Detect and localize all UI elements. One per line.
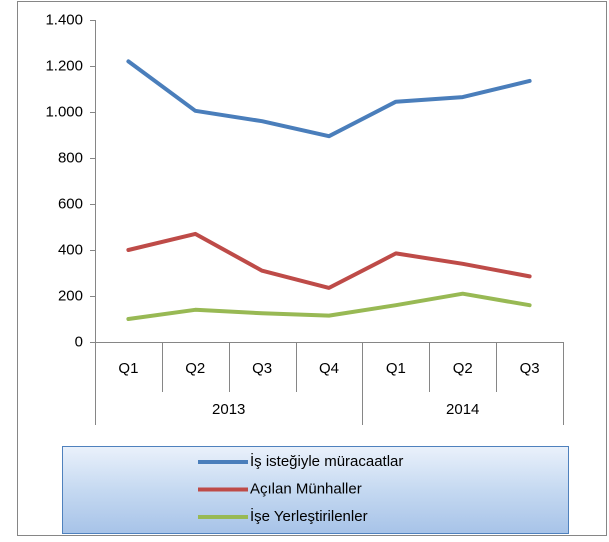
series-line xyxy=(126,231,532,290)
x-tick-label: Q2 xyxy=(185,360,205,377)
y-tick-label: 1.400 xyxy=(45,11,83,28)
series-line xyxy=(126,59,532,139)
legend-label: İşe Yerleştirilenler xyxy=(250,507,368,525)
y-tick-label: 0 xyxy=(75,333,83,350)
y-tick-label: 1.200 xyxy=(45,57,83,74)
group-label: 2014 xyxy=(446,401,479,418)
x-tick-label: Q4 xyxy=(319,360,339,377)
y-tick-label: 200 xyxy=(58,287,83,304)
x-tick-label: Q2 xyxy=(453,360,473,377)
x-tick-label: Q3 xyxy=(520,360,540,377)
x-tick-label: Q1 xyxy=(118,360,138,377)
y-tick-label: 1.000 xyxy=(45,103,83,120)
x-tick-label: Q3 xyxy=(252,360,272,377)
y-tick-label: 800 xyxy=(58,149,83,166)
y-tick-label: 600 xyxy=(58,195,83,212)
legend-label: İş isteğiyle müracaatlar xyxy=(250,452,403,470)
legend-label: Açılan Münhaller xyxy=(250,480,362,497)
group-label: 2013 xyxy=(212,401,245,418)
series-line xyxy=(126,291,532,321)
y-tick-label: 400 xyxy=(58,241,83,258)
x-tick-label: Q1 xyxy=(386,360,406,377)
legend-box xyxy=(62,446,569,534)
